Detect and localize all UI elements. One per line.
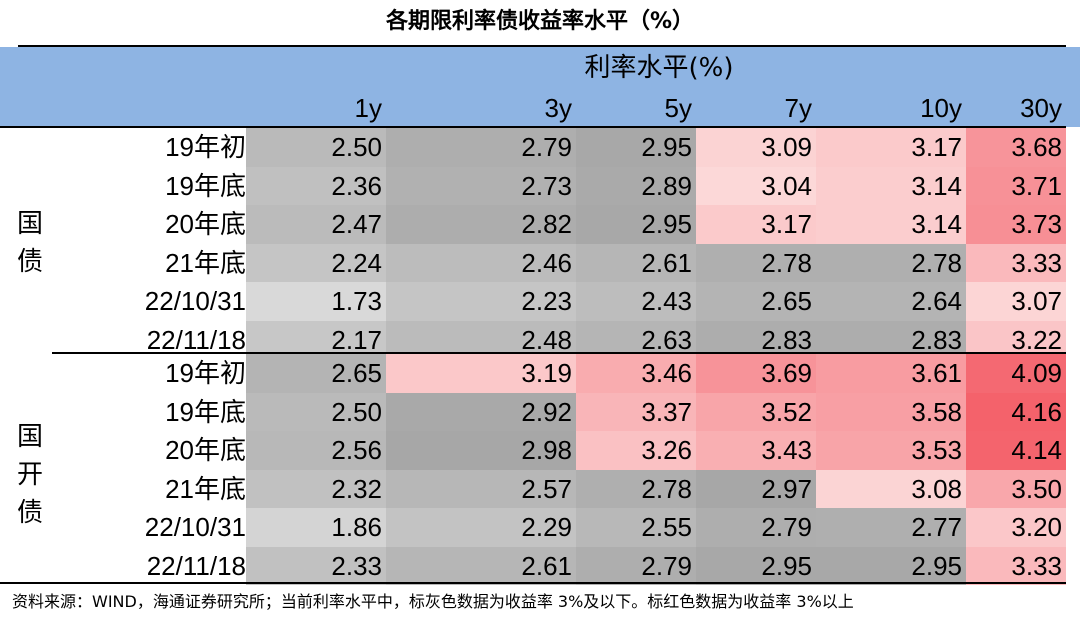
table-cell: 2.73 [386,166,576,205]
column-header-10y: 10y [920,93,962,123]
table-cell: 3.46 [576,354,696,393]
table-cell: 3.07 [966,282,1066,321]
row-label: 22/10/31 [144,512,246,542]
table-cell: 2.79 [386,128,576,167]
table-cell: 2.50 [246,392,386,431]
table-cell: 2.47 [246,205,386,244]
row-label: 19年底 [165,170,246,201]
table-cell: 2.64 [816,282,966,321]
table-cell: 3.08 [816,469,966,508]
table-cell: 2.78 [696,243,816,282]
table-cell: 2.82 [386,205,576,244]
table-cell: 2.33 [246,546,386,585]
table-cell: 2.57 [386,469,576,508]
column-header-7y: 7y [784,93,812,123]
table-bottom-rule [0,582,1066,584]
table-cell: 2.79 [576,546,696,585]
table-cell: 2.50 [246,128,386,167]
table-cell: 4.14 [966,431,1066,470]
table-cell: 2.78 [816,243,966,282]
group-label-char: 开 [16,460,43,490]
table-cell: 2.92 [386,392,576,431]
table-cell: 2.23 [386,282,576,321]
table-cell: 3.50 [966,469,1066,508]
table-cell: 3.69 [696,354,816,393]
row-label: 19年初 [165,132,246,162]
table-cell: 2.97 [696,469,816,508]
table-cell: 3.37 [576,392,696,431]
table-cell: 3.73 [966,205,1066,244]
table-cell: 4.16 [966,392,1066,431]
table-cell: 2.65 [696,282,816,321]
group-label-char: 国 [16,422,43,452]
row-label: 20年底 [165,435,246,465]
group-label-char: 债 [16,247,43,277]
column-header-1y: 1y [354,93,382,123]
table-cell: 2.78 [576,469,696,508]
table-cell: 3.19 [386,354,576,393]
table-cell: 2.43 [576,282,696,321]
table-cell: 3.33 [966,546,1066,585]
table-cell: 2.95 [576,205,696,244]
row-label: 22/10/31 [144,286,246,316]
table-cell: 2.95 [816,546,966,585]
source-footnote: 资料来源：WIND，海通证券研究所；当前利率水平中，标灰色数据为收益率 3%及以… [12,592,854,611]
header-divider [0,126,1066,128]
table-cell: 3.17 [696,205,816,244]
row-label: 22/11/18 [146,550,246,581]
column-header-30y: 30y [1020,93,1062,123]
table-cell: 4.09 [966,354,1066,393]
row-label: 19年底 [165,396,246,427]
table-cell: 3.33 [966,243,1066,282]
table-cell: 2.61 [386,546,576,585]
table-cell: 3.43 [696,431,816,470]
table-cell: 3.53 [816,431,966,470]
table-cell: 3.26 [576,431,696,470]
table-cell: 3.68 [966,128,1066,167]
table-cell: 2.24 [246,243,386,282]
header-band [0,47,1080,127]
table-cell: 2.79 [696,508,816,547]
row-label: 21年底 [165,473,246,504]
table-cell: 3.20 [966,508,1066,547]
table-cell: 2.32 [246,469,386,508]
table-cell: 3.58 [816,392,966,431]
table-cell: 2.95 [576,128,696,167]
table-cell: 3.17 [816,128,966,167]
table-cell: 2.36 [246,166,386,205]
table-cell: 2.98 [386,431,576,470]
table-cell: 3.14 [816,205,966,244]
table-cell: 3.71 [966,166,1066,205]
table-cell: 2.77 [816,508,966,547]
table-title: 各期限利率债收益率水平（%） [385,9,695,34]
group-label-char: 国 [16,209,43,239]
title-divider [18,45,1066,47]
table-cell: 3.04 [696,166,816,205]
header-group-label: 利率水平(%) [584,53,734,83]
table-cell: 3.52 [696,392,816,431]
table-cell: 2.56 [246,431,386,470]
row-label: 21年底 [165,247,246,278]
table-cell: 3.61 [816,354,966,393]
table-cell: 1.73 [246,282,386,321]
table-cell: 2.55 [576,508,696,547]
column-header-5y: 5y [664,93,692,123]
table-cell: 3.14 [816,166,966,205]
table-cell: 1.86 [246,508,386,547]
table-cell: 2.89 [576,166,696,205]
table-cell: 2.29 [386,508,576,547]
table-cell: 3.09 [696,128,816,167]
table-cell: 2.46 [386,243,576,282]
column-header-3y: 3y [544,93,572,123]
table-cell: 2.61 [576,243,696,282]
row-label: 22/11/18 [146,324,246,355]
table-cell: 2.65 [246,354,386,393]
table-cell: 2.95 [696,546,816,585]
row-label: 20年底 [165,209,246,239]
group-label-char: 债 [16,498,43,528]
group-divider [52,352,1066,354]
row-label: 19年初 [165,358,246,388]
